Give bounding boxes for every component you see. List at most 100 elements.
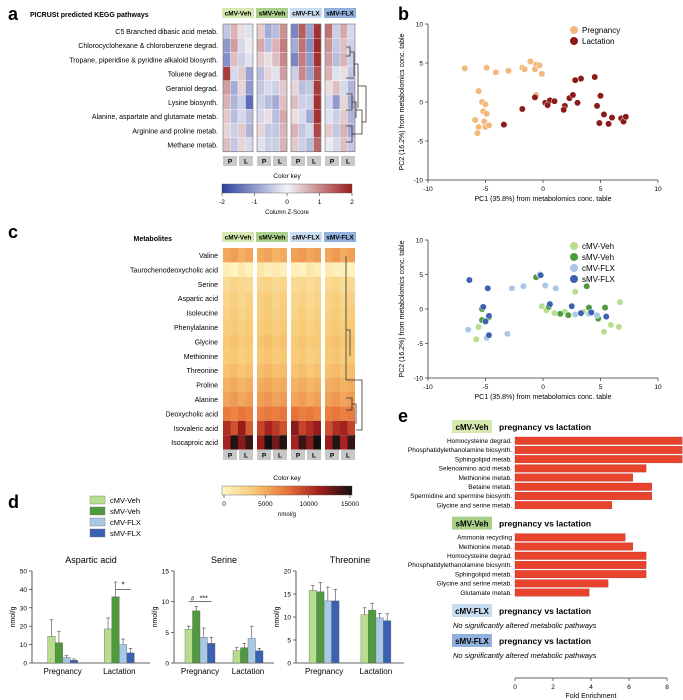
panel-a-cell xyxy=(332,109,341,124)
panel-c-cell xyxy=(325,262,333,277)
panel-a-color-key-label: Column Z-Score xyxy=(265,210,309,216)
panel-c-cell xyxy=(332,363,340,378)
panel-c-cell xyxy=(291,334,299,349)
panel-c-cell xyxy=(340,262,348,277)
panel-c-cell xyxy=(223,320,231,335)
enrichment-bar xyxy=(514,446,683,454)
scatter-point xyxy=(508,284,516,292)
panel-a-cell xyxy=(290,66,299,81)
scatter-point xyxy=(622,113,630,121)
panel-c-cell xyxy=(332,276,340,292)
panel-c-cell xyxy=(332,435,340,450)
scatter-point xyxy=(574,99,581,107)
panel-c-cell xyxy=(245,435,253,450)
panel-a-cell xyxy=(290,94,299,110)
panel-a-cell xyxy=(222,23,231,39)
scatter-point xyxy=(583,282,591,290)
panel-a-pl-label: P xyxy=(330,159,335,166)
panel-a-pl-box xyxy=(325,156,339,166)
bar-legend-label: cMV-Veh xyxy=(110,496,140,505)
panel-a-header-bg-3 xyxy=(324,8,356,18)
bar-legend-label: sMV-Veh xyxy=(110,507,140,516)
panel-a-cell xyxy=(279,123,288,138)
panel-a-cell xyxy=(313,52,322,67)
panel-a-cell xyxy=(256,38,265,53)
panel-c-row-label: Glycine xyxy=(195,339,218,346)
panel-c-cell xyxy=(291,406,299,421)
scatter-point xyxy=(482,317,489,325)
panel-c-cell xyxy=(264,435,272,450)
panel-c-cell xyxy=(230,305,238,320)
panel-a-color-key-title: Color key xyxy=(273,173,301,180)
y-tick-label: 15 xyxy=(284,592,292,599)
panel-c-cell xyxy=(340,320,348,335)
panel-c-cell xyxy=(272,406,280,421)
panel-c-pl-label: L xyxy=(346,453,350,460)
y-tick-label: 10 xyxy=(20,642,28,649)
panel-c-cell xyxy=(257,435,265,450)
panel-a-cell xyxy=(313,80,322,96)
panel-c-cell xyxy=(298,276,306,292)
panel-a-cell xyxy=(245,94,254,110)
legend-marker xyxy=(570,26,578,34)
y-tick-label: 30 xyxy=(20,605,28,612)
enrichment-bar xyxy=(514,542,633,551)
y-tick-label: 5 xyxy=(287,638,291,645)
panel-a-cell xyxy=(305,94,314,110)
enrichment-bar xyxy=(514,455,683,464)
panel-a-cell xyxy=(305,23,314,39)
panel-a-cell xyxy=(222,80,231,96)
panel-c-cell xyxy=(347,348,355,364)
panel-c-cell xyxy=(306,320,314,335)
scatter-point xyxy=(505,67,512,75)
scatter-point xyxy=(593,102,601,110)
panel-a-cell xyxy=(237,137,246,152)
scatter-point xyxy=(518,105,526,113)
panel-c-cell xyxy=(272,392,280,407)
panel-c-cell xyxy=(257,320,265,335)
panel-a-cell xyxy=(264,109,273,124)
panel-c-cell xyxy=(313,377,321,392)
panel-c-color-key-title: Color key xyxy=(273,475,301,482)
enrichment-pathway-label: Betaine metab. xyxy=(468,484,512,491)
panel-c-header-3: sMV-FLX xyxy=(326,235,354,242)
panel-c-cell xyxy=(347,276,355,292)
x-category-label: Pregnancy xyxy=(305,667,343,676)
panel-c-cell xyxy=(298,334,306,349)
panel-a-cell xyxy=(313,109,322,124)
panel-c-cell xyxy=(245,320,253,335)
panel-a-cell xyxy=(237,109,246,124)
panel-c-color-key-label: nmol/g xyxy=(278,512,296,518)
panel-c-cell xyxy=(347,320,355,335)
y-tick-label: 0 xyxy=(287,661,291,668)
bar xyxy=(126,652,135,664)
y-axis-label: nmol/g xyxy=(10,606,17,627)
legend-marker xyxy=(570,37,578,45)
scatter-point xyxy=(483,110,491,118)
panel-c-cell xyxy=(298,305,306,320)
panel-a-cell xyxy=(222,137,231,152)
panel-c-cell xyxy=(325,377,333,392)
scatter-point xyxy=(475,323,483,331)
panel-a-heatmap: PICRUSt predicted KEGG pathways cMV-Veh s… xyxy=(30,8,367,216)
panel-c-cell xyxy=(325,291,333,306)
enrichment-group-label: cMV-FLX xyxy=(455,607,489,616)
panel-a-cell xyxy=(271,66,280,81)
panel-a-cell xyxy=(245,137,254,152)
panel-c-row-label: Proline xyxy=(196,383,218,390)
panel-c-header-bg-2 xyxy=(290,232,322,242)
panel-c-cell xyxy=(245,276,253,292)
legend-label: cMV-Veh xyxy=(582,242,614,251)
panel-c-cell xyxy=(272,435,280,450)
scatter-point xyxy=(465,276,473,284)
panel-c-cell xyxy=(230,377,238,392)
scatter-point xyxy=(597,92,604,100)
x-tick-label: -10 xyxy=(423,384,433,391)
bar xyxy=(255,650,264,664)
panel-a-cell xyxy=(230,109,239,124)
panel-c-cell xyxy=(306,420,314,436)
panel-a-cell xyxy=(222,66,231,81)
panel-a-cell xyxy=(230,80,239,96)
panel-c-cell xyxy=(230,276,238,292)
panel-c-cell xyxy=(264,348,272,364)
